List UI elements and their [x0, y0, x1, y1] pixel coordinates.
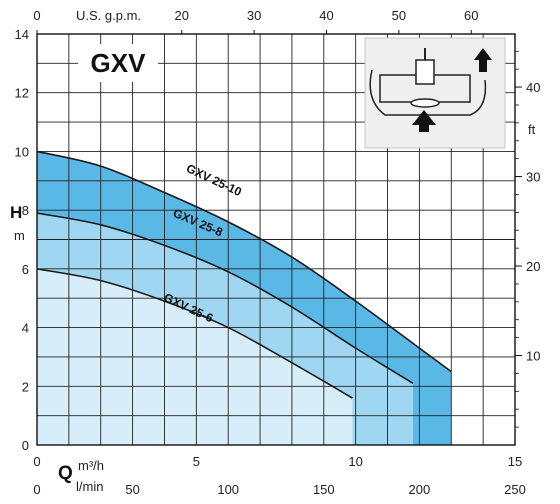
ft-tick-label: 30	[526, 170, 540, 185]
plot-frame	[36, 33, 516, 446]
x-tick-label: 10	[348, 454, 362, 469]
y-tick-label: 0	[22, 438, 29, 453]
gpm-tick-label: 60	[464, 8, 478, 23]
right-axis-unit: ft	[528, 122, 536, 137]
title-box	[78, 44, 158, 82]
y-axis-unit: m	[14, 228, 25, 243]
x-axis-unit-lmin: l/min	[76, 479, 103, 494]
gpm-tick-label: 0	[33, 8, 40, 23]
lmin-tick-label: 250	[504, 482, 526, 497]
lmin-tick-label: 100	[217, 482, 239, 497]
gpm-tick-label: 50	[392, 8, 406, 23]
series-line	[36, 212, 414, 385]
series-line	[36, 150, 452, 373]
x-axis-label: Q	[58, 463, 73, 484]
x-axis-unit: m³/h	[78, 458, 104, 473]
x-tick-label: 15	[508, 454, 522, 469]
ft-tick-label: 10	[526, 349, 540, 364]
ft-tick-label: 20	[526, 259, 540, 274]
y-tick-label: 14	[15, 27, 29, 42]
x-tick-label: 5	[193, 454, 200, 469]
ft-tick-label: 40	[526, 80, 540, 95]
top-axis-label: U.S. g.p.m.	[76, 8, 141, 23]
y-tick-label: 12	[15, 86, 29, 101]
lmin-tick-label: 0	[33, 482, 40, 497]
y-tick-label: 10	[15, 144, 29, 159]
series-line	[36, 268, 353, 399]
lmin-tick-label: 150	[313, 482, 335, 497]
y-tick-label: 6	[22, 262, 29, 277]
gpm-tick-label: 30	[247, 8, 261, 23]
y-tick-label: 2	[22, 379, 29, 394]
chart-title: GXV	[91, 48, 147, 78]
x-tick-label: 0	[33, 454, 40, 469]
y-tick-label: 8	[22, 203, 29, 218]
pump-diagram-icon	[364, 37, 506, 149]
lmin-tick-label: 200	[409, 482, 431, 497]
performance-curves	[36, 150, 452, 399]
lmin-tick-label: 50	[125, 482, 139, 497]
gpm-tick-label: 20	[175, 8, 189, 23]
grid-lines	[36, 33, 516, 446]
gpm-tick-label: 40	[319, 8, 333, 23]
curve-label: GXV 25-10	[184, 161, 244, 199]
y-axis-label: H	[10, 203, 22, 222]
y-tick-label: 4	[22, 321, 29, 336]
